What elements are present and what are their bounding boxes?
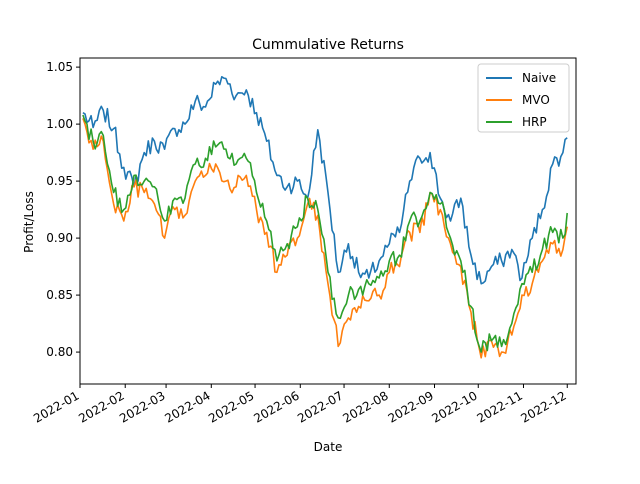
y-tick-label: 0.80 — [46, 345, 73, 359]
legend-label: HRP — [522, 115, 547, 129]
y-tick-label: 0.95 — [46, 174, 73, 188]
y-axis-label: Profit/Loss — [22, 191, 36, 253]
y-axis-ticks: 0.80 0.85 0.90 0.95 1.00 1.05 — [46, 60, 80, 359]
chart-title: Cummulative Returns — [252, 37, 404, 53]
x-axis-label: Date — [314, 440, 343, 454]
y-tick-label: 1.00 — [46, 117, 73, 131]
y-tick-label: 0.85 — [46, 288, 73, 302]
legend-label: Naive — [522, 71, 556, 85]
y-tick-label: 0.90 — [46, 231, 73, 245]
y-tick-label: 1.05 — [46, 60, 73, 74]
legend-label: MVO — [522, 93, 550, 107]
legend-box — [477, 63, 570, 133]
axes-frame — [79, 57, 577, 385]
series-layer — [82, 76, 568, 359]
series-line-naive — [82, 76, 568, 285]
plot-area — [79, 57, 577, 385]
series-line-hrp — [82, 114, 568, 353]
legend: Naive MVO HRP — [477, 63, 570, 133]
